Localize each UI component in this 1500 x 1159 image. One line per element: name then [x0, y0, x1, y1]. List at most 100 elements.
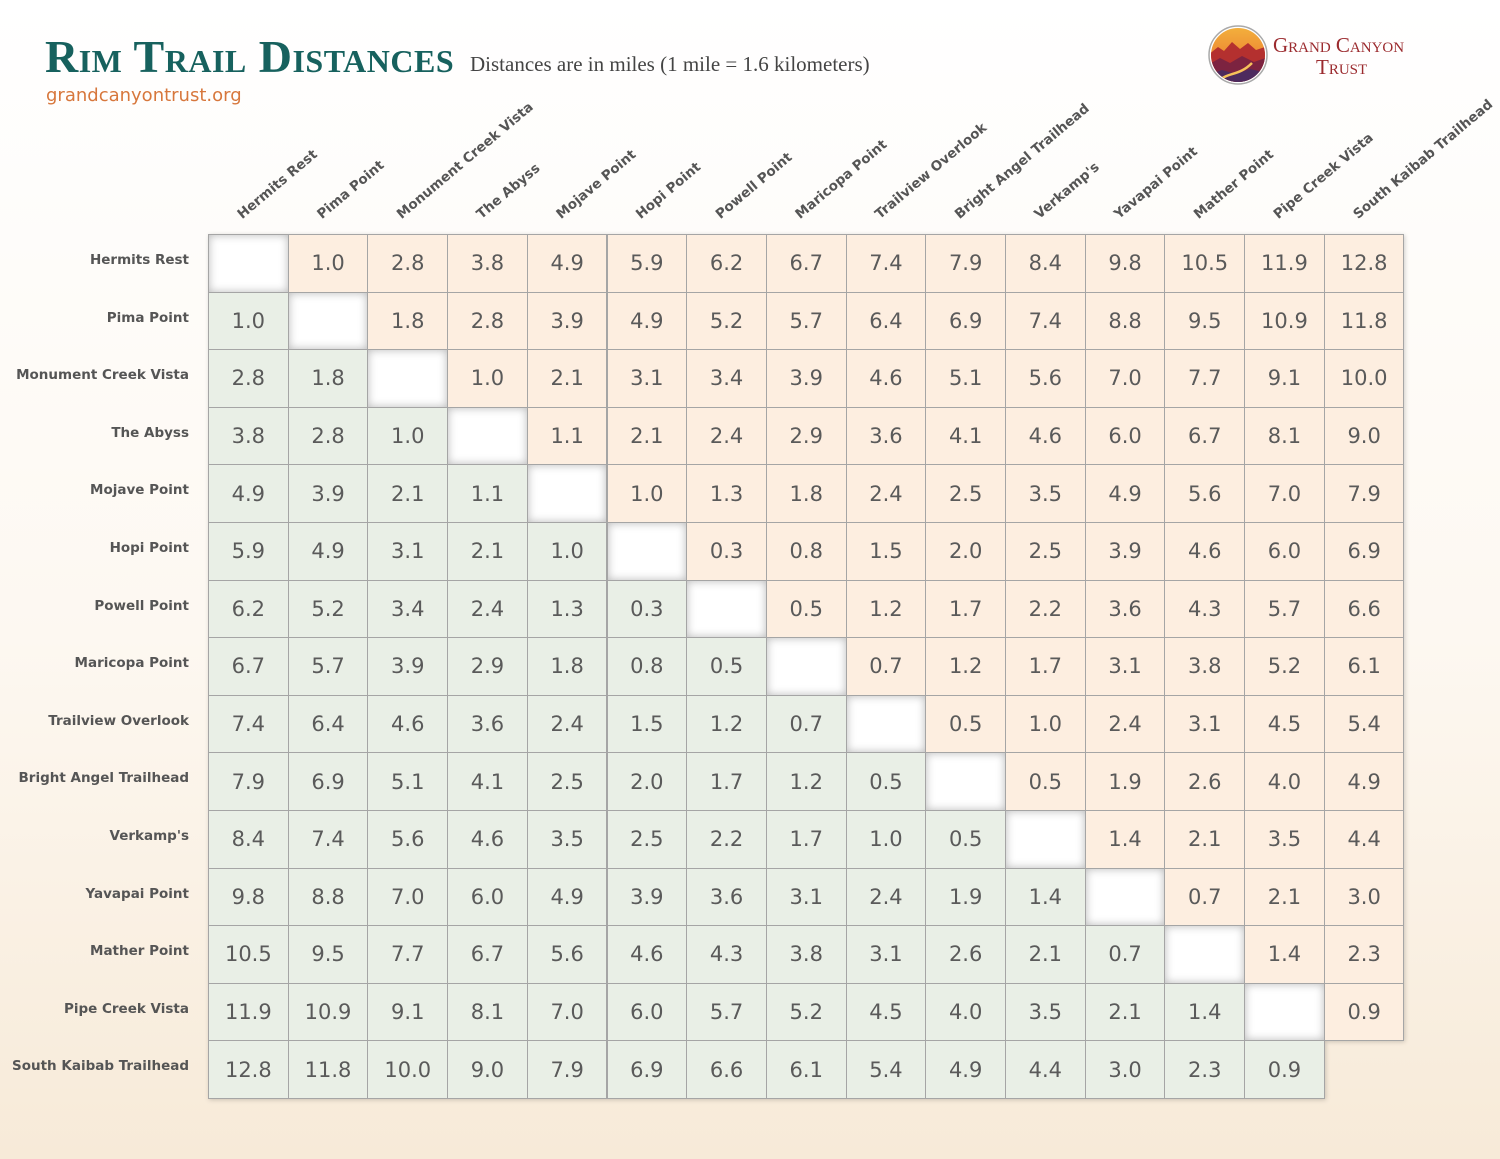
distance-cell: 6.7 — [208, 637, 289, 696]
distance-cell: 9.8 — [1084, 234, 1166, 293]
distance-cell: 11.8 — [1323, 291, 1405, 351]
distance-cell: 1.5 — [845, 522, 927, 581]
distance-cell: 6.9 — [287, 752, 369, 811]
distance-cell: 6.9 — [1323, 522, 1405, 581]
distance-cell: 2.4 — [845, 867, 927, 927]
distance-cell: 7.9 — [208, 752, 289, 811]
distance-cell: 5.6 — [367, 810, 449, 869]
distance-cell: 3.1 — [765, 867, 847, 927]
distance-cell: 5.7 — [287, 637, 369, 696]
diagonal-cell — [1084, 867, 1166, 927]
website-link[interactable]: grandcanyontrust.org — [46, 85, 242, 106]
distance-cell: 2.5 — [925, 464, 1006, 523]
distance-cell: 3.1 — [845, 925, 927, 984]
distance-cell: 11.9 — [1244, 234, 1325, 293]
distance-cell: 6.9 — [606, 1040, 688, 1099]
distance-cell: 2.4 — [1084, 694, 1166, 754]
diagonal-cell — [765, 637, 847, 696]
distance-cell: 4.6 — [1005, 406, 1086, 466]
distance-cell: 9.5 — [287, 925, 369, 984]
distance-cell: 1.2 — [845, 579, 927, 639]
distance-cell: 6.7 — [765, 234, 847, 293]
distance-cell: 7.4 — [208, 694, 289, 754]
row-header: Monument Creek Vista — [16, 367, 189, 384]
distance-cell: 3.1 — [1084, 637, 1166, 696]
distance-cell: 10.5 — [1164, 234, 1246, 293]
distance-cell: 0.8 — [765, 522, 847, 581]
distance-cell: 4.9 — [1084, 464, 1166, 523]
distance-cell: 1.2 — [765, 752, 847, 811]
distance-cell: 5.1 — [925, 349, 1006, 408]
row-header: Bright Angel Trailhead — [18, 770, 190, 787]
column-header: Mather Point — [1190, 146, 1277, 223]
column-header: Monument Creek Vista — [393, 99, 537, 223]
distance-cell: 3.1 — [367, 522, 449, 581]
diagonal-cell — [686, 579, 767, 639]
distance-cell: 3.6 — [447, 694, 528, 754]
distance-cell: 1.8 — [526, 637, 608, 696]
distance-cell: 4.9 — [925, 1040, 1006, 1099]
distance-cell: 0.8 — [606, 637, 688, 696]
distance-cell: 7.9 — [1323, 464, 1405, 523]
distance-cell: 9.1 — [1244, 349, 1325, 408]
distance-cell: 2.8 — [367, 234, 449, 293]
distance-cell: 4.9 — [526, 867, 608, 927]
distance-cell: 3.4 — [367, 579, 449, 639]
distance-cell: 4.9 — [526, 234, 608, 293]
row-header: Mojave Point — [90, 482, 189, 499]
distance-cell: 1.0 — [526, 522, 608, 581]
distance-cell: 5.2 — [287, 579, 369, 639]
distance-cell: 3.0 — [1323, 867, 1405, 927]
distance-cell: 7.7 — [367, 925, 449, 984]
distance-cell: 5.2 — [765, 982, 847, 1042]
column-header: Mojave Point — [553, 146, 640, 223]
distance-cell: 1.7 — [686, 752, 767, 811]
distance-cell: 0.3 — [606, 579, 688, 639]
distance-cell: 6.4 — [287, 694, 369, 754]
distance-cell: 10.0 — [367, 1040, 449, 1099]
distance-cell: 0.3 — [686, 522, 767, 581]
distance-cell: 7.4 — [845, 234, 927, 293]
distance-cell: 2.0 — [925, 522, 1006, 581]
distance-cell: 4.3 — [1164, 579, 1246, 639]
distance-cell: 10.9 — [287, 982, 369, 1042]
distance-cell: 6.0 — [1084, 406, 1166, 466]
distance-cell: 3.9 — [1084, 522, 1166, 581]
column-header: Verkamp's — [1031, 159, 1103, 223]
diagonal-cell — [845, 694, 927, 754]
distance-cell: 1.1 — [526, 406, 608, 466]
distance-cell: 1.7 — [765, 810, 847, 869]
column-header: Powell Point — [712, 149, 796, 223]
distance-cell: 6.1 — [765, 1040, 847, 1099]
distance-cell: 4.1 — [447, 752, 528, 811]
row-header: Pima Point — [106, 309, 189, 326]
distance-cell: 2.1 — [447, 522, 528, 581]
distance-cell: 2.2 — [1005, 579, 1086, 639]
distance-cell: 8.4 — [208, 810, 289, 869]
page-title: Rim Trail Distances — [45, 31, 455, 82]
distance-cell: 1.0 — [367, 406, 449, 466]
distance-cell: 7.0 — [1244, 464, 1325, 523]
row-header: The Abyss — [111, 424, 189, 441]
distance-cell: 7.0 — [526, 982, 608, 1042]
distance-cell: 7.0 — [367, 867, 449, 927]
diagonal-cell — [1005, 810, 1086, 869]
distance-cell: 3.5 — [1005, 464, 1086, 523]
distance-cell: 2.0 — [606, 752, 688, 811]
distance-cell: 6.4 — [845, 291, 927, 351]
distance-cell: 2.4 — [845, 464, 927, 523]
distance-cell: 0.5 — [845, 752, 927, 811]
distance-cell: 7.4 — [1005, 291, 1086, 351]
distance-cell: 7.0 — [1084, 349, 1166, 408]
distance-cell: 1.5 — [606, 694, 688, 754]
distance-cell: 0.9 — [1244, 1040, 1325, 1099]
distance-cell: 7.9 — [526, 1040, 608, 1099]
distance-cell: 1.2 — [925, 637, 1006, 696]
distance-cell: 4.3 — [686, 925, 767, 984]
distance-cell: 2.3 — [1323, 925, 1405, 984]
distance-cell: 1.7 — [925, 579, 1006, 639]
distance-cell: 5.1 — [367, 752, 449, 811]
distance-cell: 3.1 — [1164, 694, 1246, 754]
distance-cell: 4.4 — [1323, 810, 1405, 869]
distance-cell: 5.4 — [845, 1040, 927, 1099]
